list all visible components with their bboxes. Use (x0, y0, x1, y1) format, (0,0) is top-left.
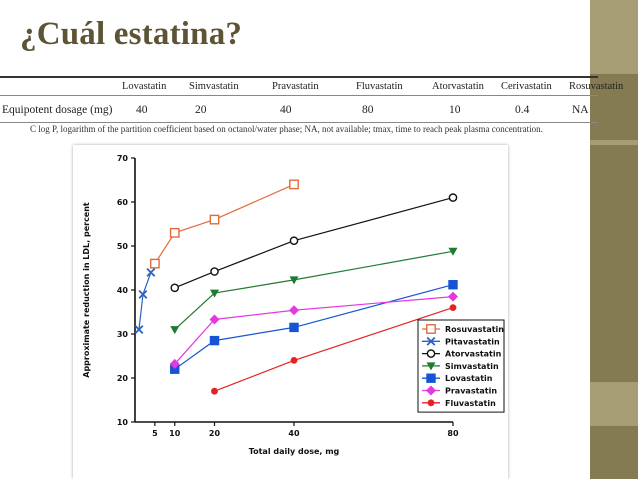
y-tick-label: 10 (117, 418, 129, 427)
data-point (448, 291, 458, 302)
data-point (209, 214, 220, 225)
data-point (289, 179, 299, 190)
data-point (134, 325, 144, 335)
data-point (448, 193, 458, 202)
data-point (289, 236, 299, 246)
series-line (214, 307, 454, 392)
data-point (289, 305, 299, 316)
legend-entry: Pravastatin (445, 387, 497, 396)
table-dose-value: NA (572, 104, 589, 116)
x-tick-label: 40 (288, 429, 300, 438)
data-point (289, 276, 299, 285)
y-tick-label: 60 (117, 198, 129, 207)
legend-entry: Fluvastatin (445, 399, 496, 408)
side-bar-block (590, 140, 638, 145)
table-row-label: Equipotent dosage (mg) (2, 104, 113, 116)
series-simvastatin (170, 247, 458, 335)
series-line (174, 296, 454, 365)
x-tick-label: 5 (152, 429, 158, 438)
legend-swatch-marker (427, 399, 435, 407)
series-rosuvastatin (149, 179, 299, 269)
x-tick-label: 10 (169, 429, 181, 438)
table-dose-value: 20 (195, 104, 207, 116)
series-line (138, 272, 152, 330)
table-top-rule (0, 76, 598, 78)
ldl-reduction-chart: 10 20 30 40 50 60 70 5 10 20 40 80 Total daily dose,… (73, 145, 508, 479)
data-point (170, 283, 180, 293)
data-point (210, 289, 219, 298)
series-line (154, 183, 295, 264)
y-axis-title: Approximate reduction in LDL, percent (82, 202, 91, 378)
table-bottom-rule (0, 122, 598, 123)
series-line (174, 250, 454, 331)
x-tick-label: 20 (209, 429, 221, 438)
data-point (146, 267, 156, 277)
data-point (209, 314, 220, 325)
series-line (174, 197, 454, 289)
legend-swatch-marker (426, 362, 436, 371)
data-point (210, 267, 219, 276)
legend-swatch-marker (426, 385, 436, 396)
slide-side-bar (590, 0, 638, 479)
slide-title: ¿Cuál estatina? (20, 16, 243, 52)
data-point (289, 322, 299, 333)
data-point (448, 247, 458, 256)
x-tick-label: 80 (447, 429, 459, 438)
y-tick-label: 40 (117, 286, 129, 295)
y-tick-label: 70 (117, 154, 129, 163)
y-tick-label: 20 (117, 374, 129, 383)
table-header-drug: Pravastatin (272, 81, 319, 92)
series-pravastatin (169, 291, 458, 369)
legend-swatch-marker (426, 336, 436, 346)
data-point (209, 335, 220, 346)
legend-swatch-marker (426, 324, 436, 334)
table-header-drug: Simvastatin (189, 81, 239, 92)
legend-entry: Atorvastatin (445, 350, 502, 359)
data-point (290, 357, 298, 364)
data-point (169, 227, 180, 238)
legend-entry: Simvastatin (445, 362, 499, 371)
table-header-drug: Fluvastatin (356, 81, 403, 92)
table-dose-value: 40 (136, 104, 148, 116)
table-header-drug: Atorvastatin (432, 81, 484, 92)
legend-entry: Rosuvastatin (445, 325, 504, 334)
series-atorvastatin (170, 193, 458, 293)
table-footnote: C log P, logarithm of the partition coef… (30, 124, 543, 134)
legend-entry: Pitavastatin (445, 337, 500, 346)
data-point (138, 289, 148, 299)
legend-swatch-marker (426, 349, 436, 358)
data-point (211, 387, 218, 395)
side-bar-block (590, 0, 638, 74)
data-point (449, 304, 457, 311)
chart-svg: 10 20 30 40 50 60 70 5 10 20 40 80 Total daily dose,… (82, 154, 505, 456)
table-header-drug: Lovastatin (122, 81, 167, 92)
y-tick-label: 50 (117, 242, 129, 251)
series-line (174, 284, 454, 370)
data-point (149, 258, 160, 269)
series-pitavastatin (134, 267, 156, 335)
series-lovastatin (170, 280, 458, 374)
data-point (448, 280, 458, 290)
table-header-rule (0, 95, 598, 96)
series-fluvastatin (211, 304, 457, 395)
legend-swatch-marker (426, 373, 436, 383)
y-tick-label: 30 (117, 330, 129, 339)
table-dose-value: 10 (449, 104, 461, 116)
legend-entry: Lovastatin (445, 374, 493, 383)
data-point (169, 358, 180, 369)
table-header-drug: Rosuvastatin (569, 81, 624, 92)
data-point (170, 326, 180, 335)
table-dose-value: 0.4 (515, 104, 530, 116)
table-dose-value: 40 (280, 104, 292, 116)
statin-table: Lovastatin Simvastatin Pravastatin Fluva… (0, 76, 623, 136)
side-bar-block (590, 382, 638, 426)
table-dose-value: 80 (362, 104, 374, 116)
x-axis-title: Total daily dose, mg (249, 447, 340, 456)
table-header-drug: Cerivastatin (501, 81, 552, 92)
